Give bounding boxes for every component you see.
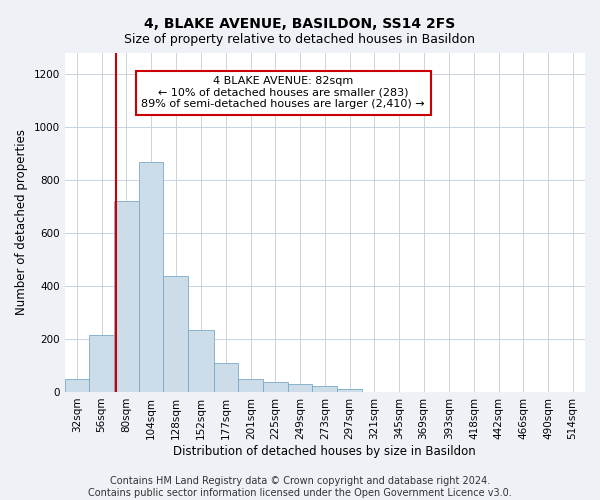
Bar — [238, 379, 263, 392]
Bar — [65, 379, 89, 392]
X-axis label: Distribution of detached houses by size in Basildon: Distribution of detached houses by size … — [173, 444, 476, 458]
Y-axis label: Number of detached properties: Number of detached properties — [15, 129, 28, 315]
Text: Contains HM Land Registry data © Crown copyright and database right 2024.
Contai: Contains HM Land Registry data © Crown c… — [88, 476, 512, 498]
Bar — [214, 364, 238, 392]
Text: 4 BLAKE AVENUE: 82sqm
← 10% of detached houses are smaller (283)
89% of semi-det: 4 BLAKE AVENUE: 82sqm ← 10% of detached … — [142, 76, 425, 110]
Bar — [337, 390, 362, 392]
Bar — [263, 382, 288, 392]
Text: Size of property relative to detached houses in Basildon: Size of property relative to detached ho… — [125, 32, 476, 46]
Bar — [114, 201, 139, 392]
Text: 4, BLAKE AVENUE, BASILDON, SS14 2FS: 4, BLAKE AVENUE, BASILDON, SS14 2FS — [145, 18, 455, 32]
Bar — [288, 384, 313, 392]
Bar — [163, 276, 188, 392]
Bar — [89, 336, 114, 392]
Bar — [139, 162, 163, 392]
Bar — [313, 386, 337, 392]
Bar — [188, 330, 214, 392]
